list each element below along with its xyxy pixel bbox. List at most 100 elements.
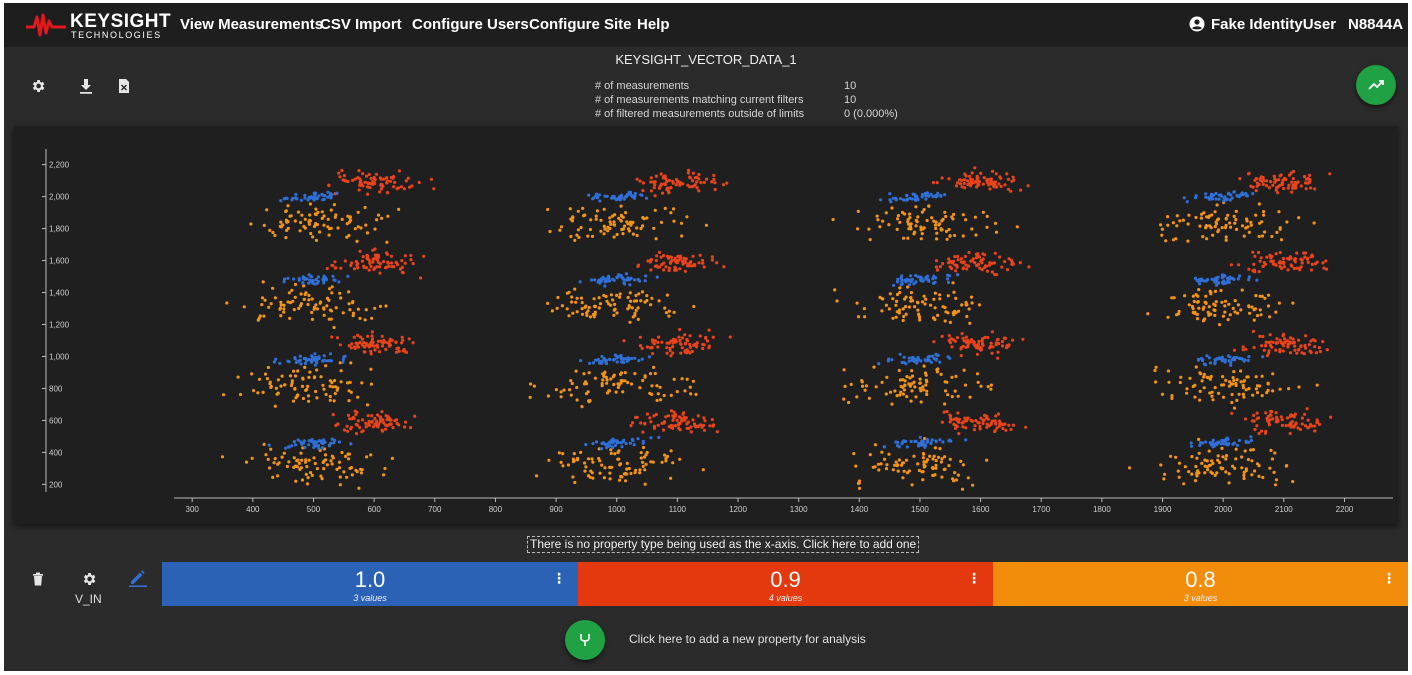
scatter-point: [1263, 230, 1267, 234]
more-options-icon[interactable]: ⋮: [552, 570, 566, 586]
scatter-point: [349, 263, 353, 268]
scatter-point: [975, 185, 979, 189]
add-property-button[interactable]: [565, 620, 605, 660]
scatter-point: [680, 377, 684, 381]
add-x-axis-property-link[interactable]: There is no property type being used as …: [527, 536, 920, 553]
scatter-point: [1223, 360, 1227, 364]
scatter-point: [318, 230, 322, 234]
scatter-point: [1234, 218, 1238, 222]
scatter-point: [292, 277, 296, 281]
scatter-point: [286, 359, 290, 363]
scatter-chart[interactable]: 2004006008001,0001,2001,4001,6001,8002,0…: [14, 126, 1398, 524]
scatter-point: [698, 334, 702, 338]
nav-configure-site[interactable]: Configure Site: [529, 16, 632, 33]
scatter-point: [990, 351, 994, 355]
scatter-point: [659, 398, 663, 402]
scatter-point: [612, 235, 616, 239]
scatter-point: [884, 467, 889, 471]
scatter-point: [669, 255, 674, 259]
scatter-point: [640, 193, 644, 197]
scatter-point: [959, 257, 964, 261]
scatter-point: [338, 483, 342, 487]
scatter-point: [691, 254, 695, 258]
scatter-point: [1183, 465, 1187, 469]
scatter-point: [903, 383, 907, 387]
scatter-point: [710, 180, 714, 184]
scatter-point: [302, 356, 306, 361]
scatter-point: [939, 460, 944, 464]
scatter-point: [1197, 357, 1201, 361]
scatter-point: [364, 174, 369, 178]
property-value-segment[interactable]: 0.8 3 values ⋮: [993, 562, 1408, 606]
scatter-point: [588, 227, 593, 232]
scatter-point: [1264, 340, 1268, 344]
add-property-link[interactable]: Click here to add a new property for ana…: [629, 632, 866, 646]
scatter-point: [975, 372, 980, 376]
scatter-point: [1267, 351, 1271, 355]
scatter-point: [688, 264, 692, 268]
property-value-segment[interactable]: 1.0 3 values ⋮: [162, 562, 578, 606]
scatter-point: [347, 399, 351, 403]
scatter-point: [375, 344, 379, 348]
scatter-point: [310, 310, 314, 315]
scatter-point: [961, 336, 965, 340]
scatter-point: [290, 379, 294, 383]
scatter-point: [293, 196, 298, 200]
scatter-point: [996, 412, 1001, 416]
scatter-point: [687, 168, 691, 172]
scatter-point: [294, 396, 298, 400]
scatter-point: [649, 420, 653, 424]
scatter-point: [1021, 337, 1025, 341]
scatter-point: [344, 179, 348, 183]
scatter-point: [1193, 479, 1198, 483]
property-value-segment[interactable]: 0.9 4 values ⋮: [578, 562, 993, 606]
scatter-point: [970, 301, 974, 305]
scatter-point: [981, 421, 985, 425]
user-menu[interactable]: Fake IdentityUser: [1189, 16, 1336, 33]
scatter-point: [1201, 235, 1205, 239]
scatter-point: [941, 305, 945, 309]
scatter-point: [1211, 233, 1215, 237]
scatter-point: [939, 372, 943, 376]
scatter-point: [919, 389, 923, 393]
scatter-point: [598, 199, 602, 203]
scatter-point: [1277, 210, 1281, 214]
scatter-point: [363, 350, 367, 354]
settings-gear-icon[interactable]: [30, 78, 46, 94]
scatter-point: [629, 471, 633, 476]
scatter-point: [993, 251, 997, 255]
scatter-point: [1300, 422, 1304, 426]
nav-view-measurements[interactable]: View Measurements: [180, 16, 324, 33]
nav-csv-import[interactable]: CSV Import: [320, 16, 402, 33]
trash-icon[interactable]: [32, 572, 44, 586]
scatter-point: [1214, 191, 1218, 195]
chart-view-button[interactable]: [1356, 65, 1396, 105]
property-settings-gear-icon[interactable]: [81, 571, 97, 587]
scatter-point: [920, 195, 924, 199]
scatter-point: [303, 361, 307, 366]
delete-file-icon[interactable]: [118, 78, 130, 94]
nav-configure-users[interactable]: Configure Users: [412, 16, 529, 33]
scatter-point: [317, 447, 321, 451]
scatter-point: [685, 215, 689, 219]
scatter-point: [1227, 384, 1231, 388]
scatter-point: [1285, 220, 1289, 224]
nav-help[interactable]: Help: [637, 16, 670, 33]
property-value-count: 3 values: [1183, 593, 1218, 603]
scatter-point: [358, 249, 362, 253]
scatter-point: [1240, 192, 1244, 196]
edit-pencil-icon[interactable]: [129, 569, 147, 587]
scatter-point: [353, 227, 357, 231]
scatter-point: [863, 388, 867, 392]
more-options-icon[interactable]: ⋮: [967, 570, 981, 586]
scatter-point: [979, 171, 983, 175]
scatter-point: [1201, 319, 1206, 323]
more-options-icon[interactable]: ⋮: [1382, 570, 1396, 586]
scatter-point: [1174, 455, 1178, 459]
download-icon[interactable]: [79, 78, 93, 94]
scatter-point: [653, 208, 657, 212]
scatter-point: [327, 233, 331, 237]
scatter-point: [1251, 329, 1255, 333]
scatter-point: [969, 259, 973, 263]
scatter-point: [931, 354, 935, 358]
